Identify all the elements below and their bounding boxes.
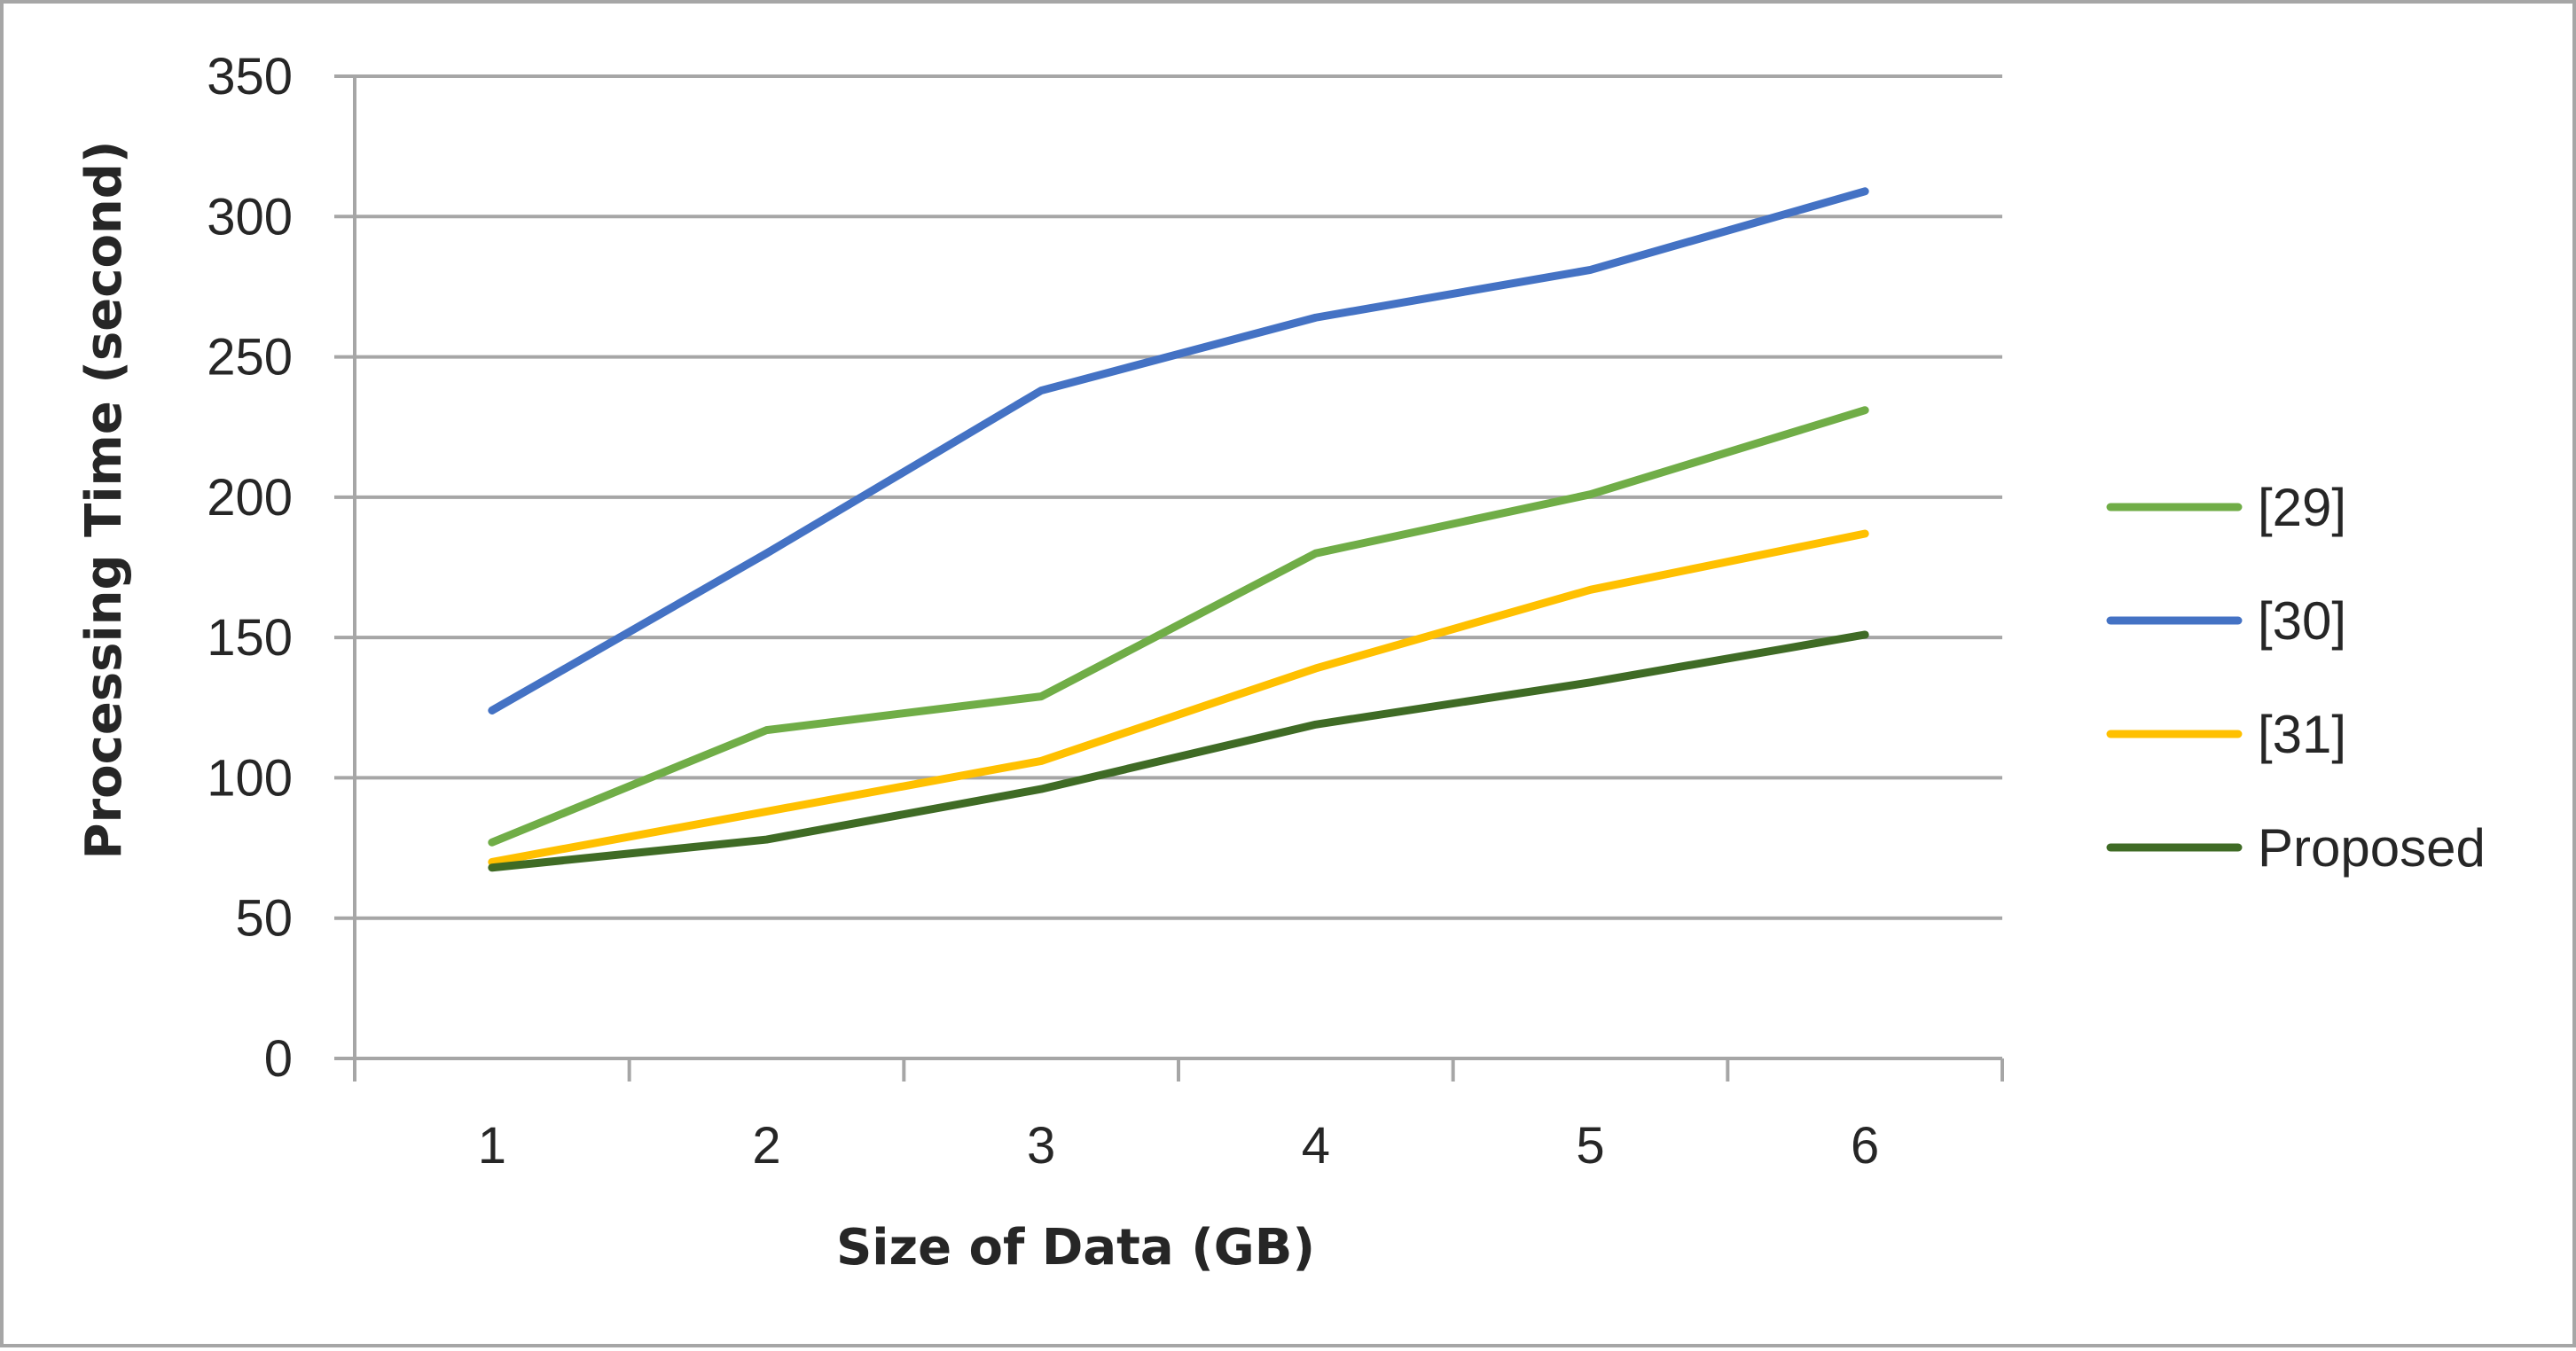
- y-tick-label: 100: [207, 749, 293, 807]
- legend-label-2: [31]: [2258, 705, 2346, 764]
- series-lines: [488, 187, 1869, 872]
- series-line-0: [488, 406, 1869, 847]
- x-tick-label: 1: [478, 1117, 506, 1175]
- y-axis-title: Processing Time (second): [75, 141, 133, 860]
- legend-label-3: Proposed: [2258, 818, 2486, 878]
- y-tick-label: 0: [264, 1030, 293, 1088]
- y-tick-label: 150: [207, 609, 293, 667]
- x-tick-label: 6: [1851, 1117, 1879, 1175]
- x-tick-label: 5: [1576, 1117, 1604, 1175]
- legend-label-1: [30]: [2258, 591, 2346, 651]
- legend: [29] [30] [31] Proposed: [2106, 478, 2486, 878]
- x-tick-label: 4: [1302, 1117, 1330, 1175]
- x-tick-labels: 1 2 3 4 5 6: [478, 1117, 1880, 1175]
- y-tick-label: 200: [207, 469, 293, 527]
- y-tick-label: 350: [207, 48, 293, 105]
- y-tick-label: 50: [235, 890, 293, 948]
- axes: [353, 76, 2004, 1082]
- series-line-2: [488, 529, 1869, 866]
- y-tick-labels: 0 50 100 150 200 250 300 350: [207, 48, 293, 1088]
- legend-label-0: [29]: [2258, 478, 2346, 537]
- x-tick-label: 3: [1027, 1117, 1055, 1175]
- x-axis-title: Size of Data (GB): [836, 1219, 1315, 1277]
- x-tick-label: 2: [752, 1117, 780, 1175]
- line-chart: 0 50 100 150 200 250 300 350 1 2 3 4 5 6 [29] [30] [31…: [75, 48, 2486, 1277]
- y-tick-label: 250: [207, 329, 293, 387]
- series-line-1: [488, 187, 1869, 715]
- series-line-3: [488, 630, 1869, 872]
- y-tick-label: 300: [207, 188, 293, 246]
